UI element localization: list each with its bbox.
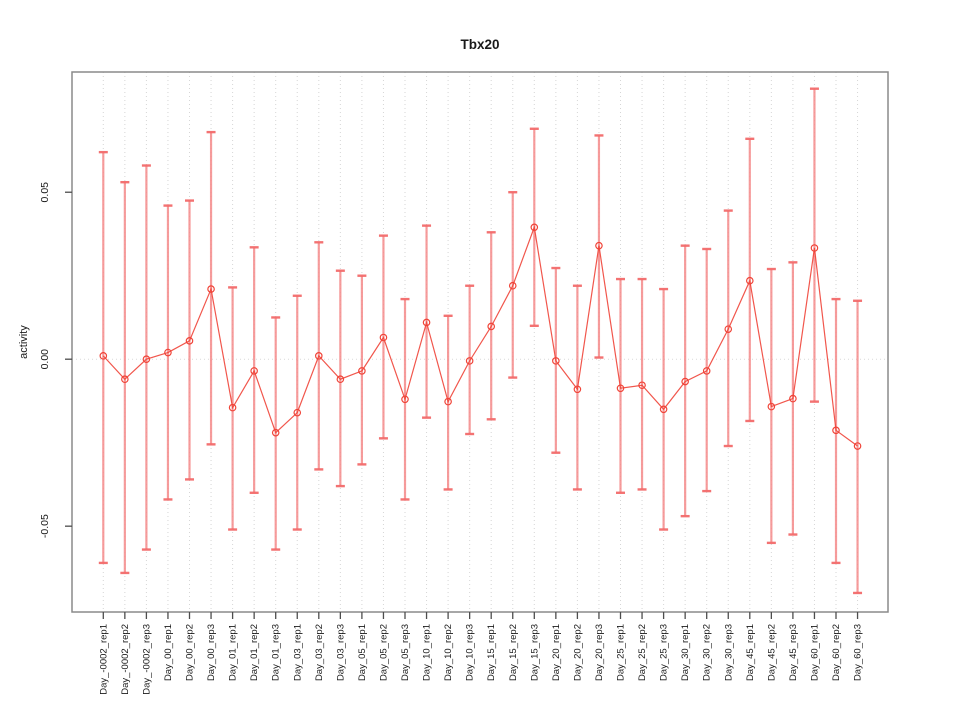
x-tick-label: Day_01_rep1	[228, 624, 239, 681]
x-tick-label: Day_05_rep3	[400, 624, 411, 681]
series-line	[102, 224, 858, 447]
data-point	[422, 318, 431, 327]
data-point	[271, 428, 280, 437]
data-point	[638, 381, 646, 390]
data-point	[358, 367, 366, 375]
y-axis-label: activity	[18, 325, 30, 359]
x-tick-label: Day_30_rep3	[723, 624, 734, 681]
data-point	[530, 223, 539, 232]
data-point	[573, 385, 582, 394]
x-tick-label: Day_01_rep2	[249, 624, 260, 681]
data-point	[552, 357, 560, 365]
y-tick-label: -0.05	[39, 514, 51, 538]
data-point	[401, 395, 409, 404]
data-point	[379, 333, 388, 342]
x-tick-label: Day_-0002_rep2	[120, 624, 131, 695]
data-point	[444, 397, 452, 406]
x-tick-label: Day_00_rep2	[185, 624, 196, 681]
x-tick-label: Day_00_rep3	[206, 624, 217, 681]
data-point	[789, 394, 797, 403]
data-point	[659, 405, 668, 414]
x-tick-label: Day_05_rep2	[378, 624, 389, 681]
data-point	[832, 426, 840, 435]
data-point	[250, 367, 258, 375]
x-tick-label: Day_15_rep1	[486, 624, 497, 681]
x-tick-label: Day_03_rep2	[314, 624, 325, 681]
data-point	[745, 276, 754, 285]
data-point	[702, 367, 711, 375]
chart-title: Tbx20	[460, 37, 499, 52]
data-point	[336, 375, 345, 384]
x-tick-label: Day_20_rep2	[572, 624, 583, 681]
x-tick-label: Day_03_rep3	[335, 624, 346, 681]
x-tick-label: Day_00_rep1	[163, 624, 174, 681]
x-tick-label: Day_-0002_rep3	[141, 624, 152, 695]
data-point	[724, 325, 733, 333]
data-point	[293, 408, 302, 417]
x-tick-label: Day_01_rep3	[271, 624, 282, 681]
x-tick-label: Day_10_rep3	[465, 624, 476, 681]
data-point	[121, 375, 129, 384]
x-tick-label: Day_60_rep3	[853, 624, 864, 681]
data-point	[164, 348, 172, 357]
x-tick-label: Day_20_rep1	[551, 624, 562, 681]
x-tick-label: Day_30_rep1	[680, 624, 691, 681]
data-point	[810, 244, 819, 252]
x-tick-label: Day_45_rep1	[745, 624, 756, 681]
x-tick-label: Day_25_rep1	[616, 624, 627, 681]
data-point	[142, 355, 151, 363]
x-tick-label: Day_20_rep3	[594, 624, 605, 681]
data-point	[487, 322, 496, 331]
data-point	[465, 357, 474, 365]
x-tick-label: Day_30_rep2	[702, 624, 713, 681]
data-point	[595, 241, 603, 250]
y-tick-label: 0.05	[39, 182, 51, 203]
data-point	[207, 285, 215, 293]
data-point	[853, 442, 862, 450]
x-tick-label: Day_03_rep1	[292, 624, 303, 681]
x-tick-label: Day_15_rep2	[508, 624, 519, 681]
x-tick-label: Day_15_rep3	[529, 624, 540, 681]
data-point	[616, 384, 625, 393]
x-tick-label: Day_45_rep3	[788, 624, 799, 681]
x-tick-label: Day_45_rep2	[766, 624, 777, 681]
x-tick-label: Day_60_rep1	[809, 624, 820, 681]
x-tick-label: Day_25_rep2	[637, 624, 648, 681]
data-point	[185, 337, 194, 345]
data-point	[314, 352, 323, 360]
data-point	[767, 402, 776, 411]
data-point	[99, 352, 108, 360]
x-tick-label: Day_25_rep3	[659, 624, 670, 681]
plot-box	[71, 71, 889, 613]
data-point	[508, 281, 517, 290]
y-tick-label: 0.00	[39, 349, 51, 370]
x-tick-label: Day_-0002_rep1	[98, 624, 109, 695]
data-point	[228, 403, 237, 412]
x-tick-label: Day_10_rep2	[443, 624, 454, 681]
data-point	[681, 377, 689, 386]
x-tick-label: Day_10_rep1	[422, 624, 433, 681]
x-tick-label: Day_05_rep1	[357, 624, 368, 681]
x-tick-label: Day_60_rep2	[831, 624, 842, 681]
